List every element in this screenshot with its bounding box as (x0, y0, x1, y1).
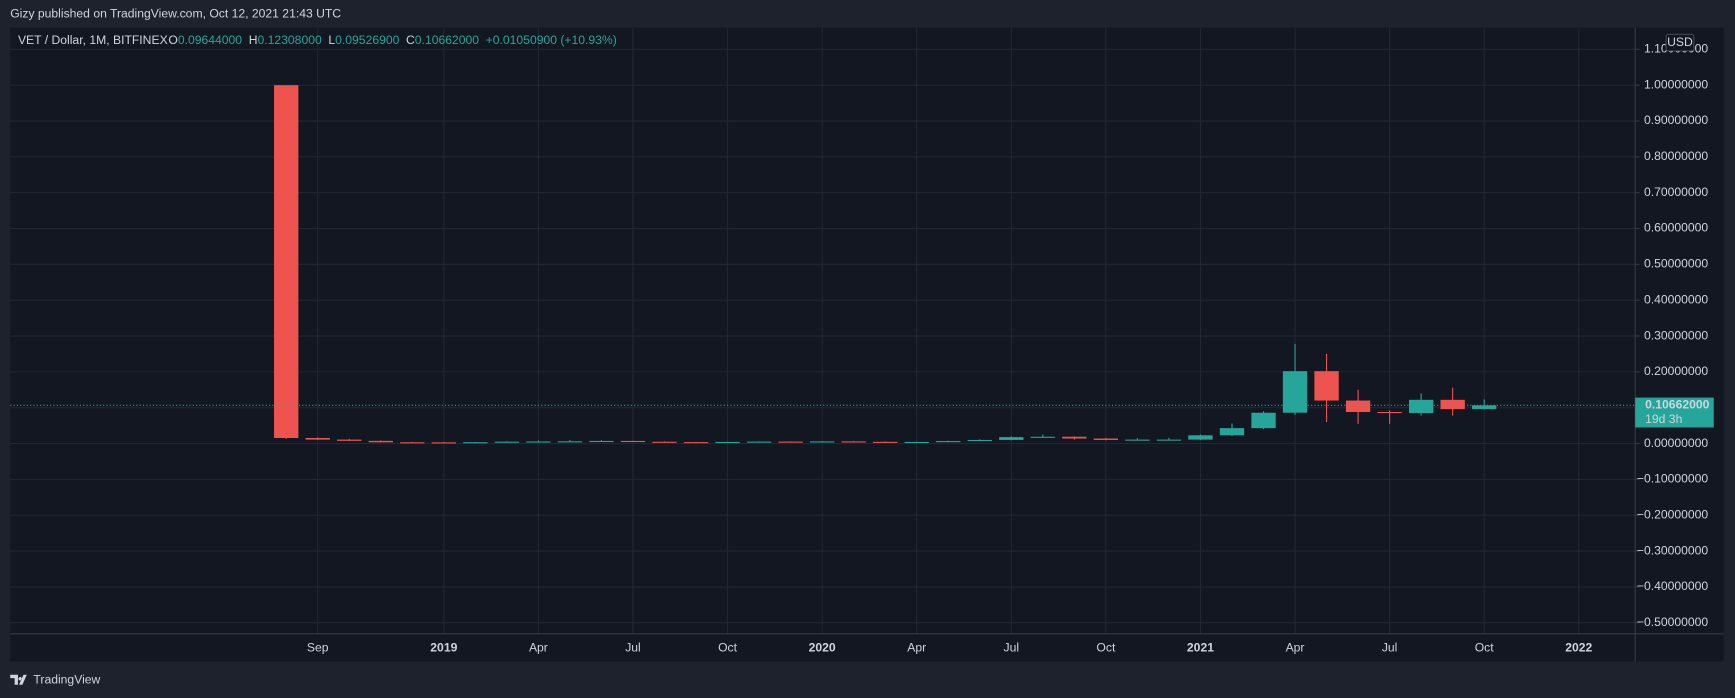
candle-body (494, 441, 520, 443)
candle-body (368, 440, 393, 443)
candle-body (1219, 428, 1245, 436)
y-tick-label: −0.10000000 (1637, 472, 1709, 486)
y-tick-label: 0.00000000 (1644, 436, 1708, 450)
y-tick-label: 0.50000000 (1644, 257, 1708, 271)
y-tick-label: −0.20000000 (1637, 507, 1709, 521)
y-tick-label: 0.70000000 (1644, 185, 1708, 199)
candle-body (1408, 399, 1434, 414)
last-price-box (1635, 397, 1714, 428)
y-tick-label: 0.90000000 (1644, 113, 1708, 127)
y-tick-label: −0.50000000 (1637, 615, 1709, 629)
candle-body (557, 441, 583, 443)
currency-box (1665, 33, 1695, 52)
x-tick-label: 2021 (1187, 640, 1214, 654)
candle-body (1345, 400, 1371, 413)
candle-body (305, 437, 330, 440)
candle-body (1062, 436, 1087, 439)
candle-body (936, 441, 961, 443)
chart-panel (10, 27, 1724, 662)
candle-body (1314, 371, 1339, 401)
candle-body (1377, 412, 1402, 414)
candle-body (431, 442, 457, 444)
axes: −0.50000000 −0.40000000 −0.30000000 −0.2000… (10, 42, 1714, 654)
candle-body (589, 440, 614, 443)
y-tick-label: 1.00000000 (1644, 77, 1708, 91)
brand-logo (10, 674, 27, 685)
candle-body (841, 441, 866, 443)
candle-body (967, 439, 992, 442)
x-tick-label: Jul (625, 640, 641, 654)
y-tick-label: 0.60000000 (1644, 221, 1708, 235)
x-tick-label: Apr (529, 640, 548, 654)
ohlc-label: C (406, 33, 415, 47)
brand: TradingView (33, 673, 100, 687)
x-tick-label: 2022 (1565, 640, 1592, 654)
ohlc-label: O (168, 33, 177, 47)
ohlc-value: 0.12308000 (258, 33, 322, 47)
x-tick-label: 2020 (809, 640, 836, 654)
ohlc-value: 0.10662000 (415, 33, 479, 47)
candle-body (1125, 439, 1150, 441)
candle-body (778, 441, 803, 443)
candle-body (337, 439, 362, 441)
ohlc-label: H (249, 33, 258, 47)
x-tick-label: Oct (1096, 640, 1116, 654)
x-tick-label: Sep (307, 640, 329, 654)
x-tick-label: 2019 (430, 640, 457, 654)
y-tick-label: 0.80000000 (1644, 149, 1708, 163)
x-tick-label: Jul (1382, 640, 1398, 654)
ohlc-value: 0.09526900 (335, 33, 399, 47)
candle-body (620, 440, 646, 443)
x-tick-label: Oct (1475, 640, 1495, 654)
x-tick-label: Apr (1286, 640, 1305, 654)
legend: VET / Dollar, 1M, BITFINEX (18, 33, 168, 47)
candle-body (1472, 405, 1497, 409)
candle-body (1440, 399, 1465, 410)
candle-body (746, 441, 772, 443)
y-tick-label: 0.30000000 (1644, 328, 1708, 342)
candle-body (1251, 412, 1276, 429)
change: +0.01050900 (+10.93%) (486, 33, 617, 47)
y-tick-label: 0.40000000 (1644, 292, 1708, 306)
x-tick-label: Jul (1004, 640, 1020, 654)
candle-body (904, 441, 929, 444)
candle-body (873, 441, 898, 443)
symbol: VET / Dollar, 1M, BITFINEX (18, 33, 168, 47)
countdown: 19d 3h (1645, 412, 1682, 426)
candle-body (1282, 371, 1308, 413)
candle-body (274, 85, 299, 438)
candle-body (809, 441, 835, 443)
candle-body (1188, 435, 1213, 440)
ohlc-label: L (328, 33, 335, 47)
candle-body (1030, 436, 1055, 438)
published-note: Gizy published on TradingView.com, Oct 1… (10, 7, 341, 21)
candle-body (463, 442, 488, 444)
candle-body (652, 441, 677, 443)
y-tick-label: 0.20000000 (1644, 364, 1708, 378)
x-tick-label: Apr (907, 640, 926, 654)
candle-body (400, 442, 425, 444)
candle-body (715, 441, 740, 444)
currency: USD (1667, 35, 1693, 49)
last-price-label: 0.10662000 (1645, 398, 1709, 412)
y-tick-label: −0.30000000 (1637, 543, 1709, 557)
x-tick-label: Oct (718, 640, 738, 654)
candle-body (1093, 438, 1119, 440)
candle-body (526, 441, 551, 443)
candle-body (1156, 439, 1182, 441)
candle-body (683, 442, 709, 444)
ohlc-value: 0.09644000 (178, 33, 242, 47)
y-tick-label: −0.40000000 (1637, 579, 1709, 593)
candle-body (999, 437, 1024, 440)
ohlc-legend: O0.09644000 H0.12308000 L0.09526900 C0.1066… (168, 33, 616, 47)
